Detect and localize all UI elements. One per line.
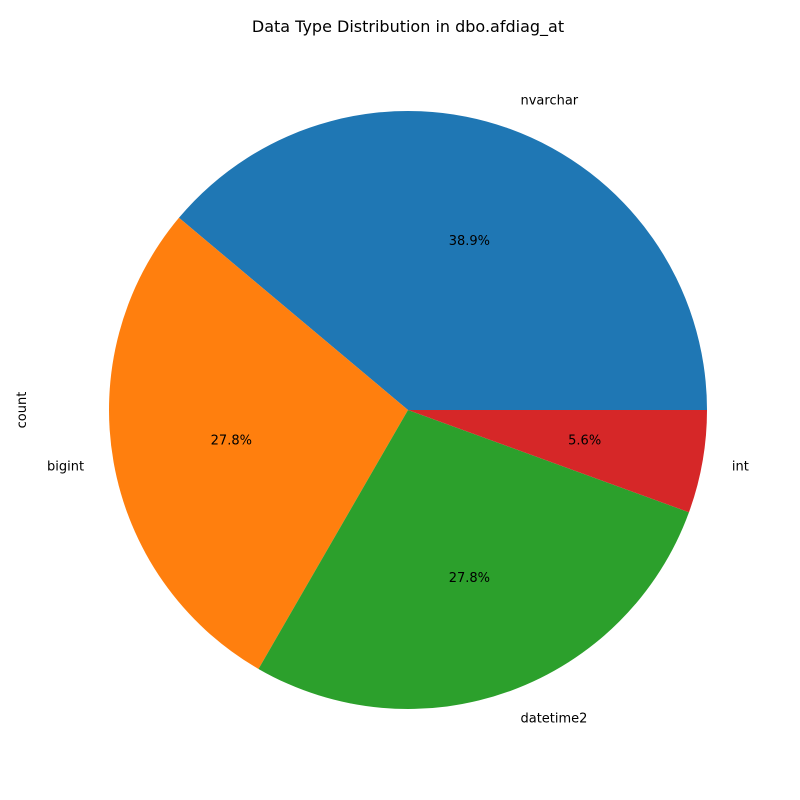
percent-label-int: 5.6% — [568, 434, 601, 449]
category-label-int: int — [732, 460, 749, 475]
category-label-datetime2: datetime2 — [520, 712, 587, 727]
percent-label-nvarchar: 38.9% — [449, 234, 490, 249]
percent-label-datetime2: 27.8% — [449, 571, 490, 586]
chart-title: Data Type Distribution in dbo.afdiag_at — [252, 17, 564, 37]
pie-slice-datetime2 — [258, 410, 689, 709]
pie-slice-bigint — [108, 217, 409, 669]
category-label-nvarchar: nvarchar — [520, 93, 578, 108]
pie-slice-int — [408, 410, 707, 513]
pie-slices — [108, 111, 708, 709]
percent-label-bigint: 27.8% — [211, 434, 252, 449]
pie-slice-nvarchar — [178, 111, 708, 411]
pie-labels: nvarchar 38.9% bigint 27.8% datetime2 27.8% in… — [47, 93, 749, 726]
category-label-bigint: bigint — [47, 460, 84, 475]
y-axis-label: count — [15, 392, 30, 429]
